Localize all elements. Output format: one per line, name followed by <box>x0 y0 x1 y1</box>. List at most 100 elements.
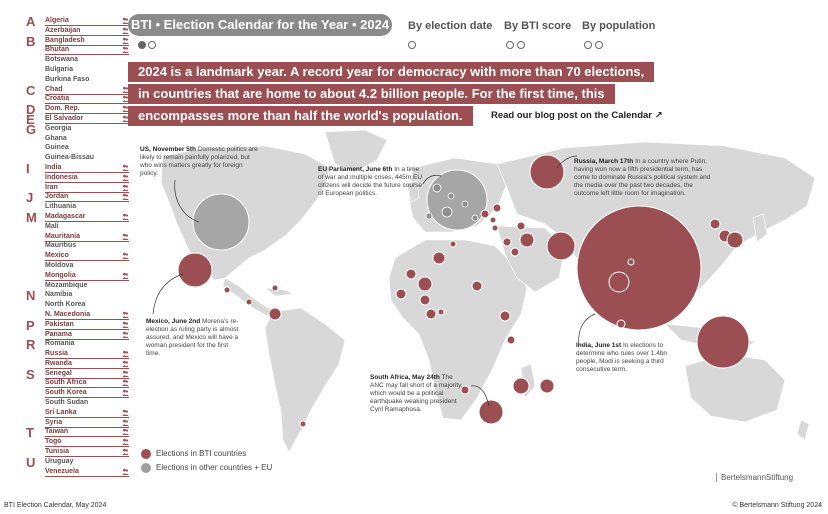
country-link[interactable]: Mongolia <box>45 271 129 281</box>
bubble-mauritania <box>405 268 417 280</box>
country-link[interactable]: El Salvador <box>45 114 129 124</box>
bertelsmann-logo: BertelsmannStiftung <box>716 473 793 482</box>
country-link[interactable]: Senegal <box>45 369 129 379</box>
country-link[interactable]: Sri Lanka <box>45 408 129 418</box>
country-link[interactable]: Taiwan <box>45 427 129 438</box>
country-link[interactable]: Azerbaijan <box>45 26 129 36</box>
country-link: Namibia <box>45 290 129 299</box>
bubble-burkina <box>419 294 431 306</box>
index-letter: I <box>26 160 30 176</box>
bubble-eu-5 <box>471 214 479 222</box>
connector-russia <box>556 155 578 169</box>
bti-election-bubbles <box>177 154 750 428</box>
index-letter: M <box>26 209 37 225</box>
country-link[interactable]: Panama <box>45 330 129 340</box>
sort-by-bti-tab[interactable]: By BTI score <box>504 20 572 32</box>
people-icon <box>122 96 129 103</box>
country-row: Syria <box>22 418 129 428</box>
page-dot-2[interactable] <box>148 41 156 49</box>
people-icon <box>122 389 129 397</box>
annotation-us: US, November 5th Domestic politics are l… <box>140 146 258 178</box>
index-letter: T <box>26 425 34 441</box>
index-letter: G <box>26 121 37 137</box>
sort-bti-dot-1[interactable] <box>506 41 514 49</box>
country-row: U Uruguay <box>22 455 110 470</box>
country-link: Ghana <box>45 134 129 143</box>
bubble-eu-3 <box>461 200 469 208</box>
country-link[interactable]: Mexico <box>45 251 129 262</box>
index-letter: N <box>26 288 36 304</box>
country-name: Moldova <box>45 261 74 269</box>
country-link: Mozambique <box>45 281 129 290</box>
sort-pop-dot-2[interactable] <box>595 41 603 49</box>
country-link[interactable]: Indonesia <box>45 173 129 183</box>
country-row: Mali <box>22 222 110 232</box>
country-link: Guinea <box>45 143 129 152</box>
title-tab[interactable]: BTI • Election Calendar for the Year • 2… <box>128 14 392 36</box>
country-link[interactable]: Pakistan <box>45 320 129 330</box>
central-america-land <box>222 277 274 317</box>
country-row: Venezuela <box>22 467 129 477</box>
country-link[interactable]: Dom. Rep. <box>45 104 129 115</box>
country-link: Mauritius <box>45 241 129 250</box>
country-link[interactable]: Russia <box>45 349 129 360</box>
sort-pop-dot-1[interactable] <box>584 41 592 49</box>
sort-by-population-tab[interactable]: By population <box>582 20 656 32</box>
country-link[interactable]: South Korea <box>45 388 129 399</box>
country-link[interactable]: Croatia <box>45 94 129 105</box>
country-link[interactable]: N. Macedonia <box>45 310 129 320</box>
country-link: Burkina Faso <box>45 75 129 84</box>
country-link[interactable]: Togo <box>45 437 129 448</box>
country-name: Burkina Faso <box>45 75 90 83</box>
country-link[interactable]: Bangladesh <box>45 36 129 46</box>
country-link[interactable]: South Africa <box>45 378 129 389</box>
country-link[interactable]: Tunisia <box>45 447 129 458</box>
bubble-mali <box>417 276 433 292</box>
intro-line-3: encompasses more than half the world's p… <box>128 106 473 126</box>
country-name: Uruguay <box>45 457 74 465</box>
greenland-land <box>324 129 388 173</box>
bubble-sri-lanka <box>616 319 626 329</box>
sort-bti-dot-2[interactable] <box>517 41 525 49</box>
people-icon <box>122 311 129 318</box>
country-link[interactable]: Chad <box>45 85 129 95</box>
bubble-india <box>576 205 702 331</box>
country-link[interactable]: Iran <box>45 183 129 193</box>
bubble-pakistan <box>546 231 576 261</box>
bubble-eu <box>426 169 488 231</box>
country-link[interactable]: India <box>45 163 129 173</box>
country-row: N. Macedonia <box>22 310 129 320</box>
sort-date-dot[interactable] <box>408 41 416 49</box>
country-name: Indonesia <box>45 173 78 181</box>
country-row: Indonesia <box>22 173 129 183</box>
page-dot-1[interactable] <box>138 41 146 49</box>
country-row: A Algeria <box>22 14 129 29</box>
country-row: Bulgaria <box>22 65 110 75</box>
country-link[interactable]: Rwanda <box>45 359 129 369</box>
bubble-us <box>192 193 250 251</box>
annotation-eu-head: EU Parliament, June 6th <box>318 166 393 173</box>
country-name: Tunisia <box>45 448 69 456</box>
country-name: Lithuania <box>45 203 77 211</box>
country-link[interactable]: Algeria <box>45 16 129 26</box>
country-link: Bulgaria <box>45 65 129 74</box>
country-link[interactable]: Syria <box>45 418 129 428</box>
sort-by-date-tab[interactable]: By election date <box>408 20 493 32</box>
bubble-mongolia <box>709 218 721 230</box>
country-row: South Sudan <box>22 398 110 408</box>
bubble-namibia <box>460 385 470 395</box>
people-icon <box>122 331 129 338</box>
index-letter: E <box>26 111 35 127</box>
country-link[interactable]: Madagascar <box>45 212 129 222</box>
blog-post-link[interactable]: Read our blog post on the Calendar ↗ <box>491 110 663 121</box>
country-link[interactable]: Bhutan <box>45 45 129 56</box>
country-index: A Algeria Azerbaijan B Bangladesh Bhutan Botsw… <box>22 14 129 477</box>
country-link[interactable]: Venezuela <box>45 467 129 477</box>
other-election-bubbles <box>192 169 488 251</box>
bubble-eu-6 <box>425 212 433 220</box>
country-link[interactable]: Mauritania <box>45 232 129 242</box>
country-row: Mauritius <box>22 241 110 251</box>
country-link[interactable]: Jordan <box>45 192 129 203</box>
bubble-bangladesh <box>608 271 630 293</box>
bubble-indonesia <box>696 315 750 369</box>
